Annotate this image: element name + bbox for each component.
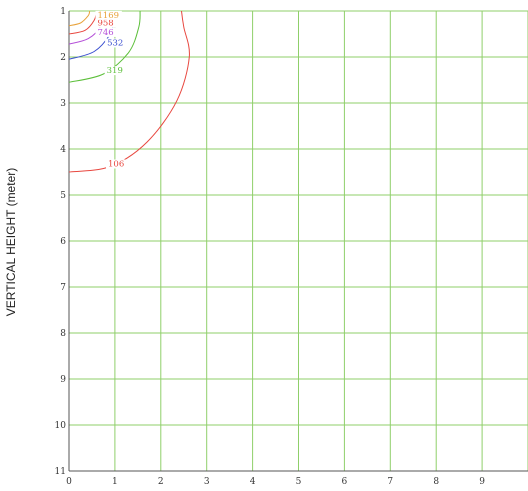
- contour-label-background: [95, 10, 122, 20]
- x-tick-label: 5: [296, 477, 302, 487]
- y-tick-label: 11: [55, 467, 66, 477]
- y-tick-label: 10: [55, 421, 67, 431]
- y-tick-label: 4: [60, 145, 66, 155]
- contour-label-background: [106, 159, 127, 169]
- x-tick-label: 1: [112, 477, 118, 487]
- y-tick-label: 2: [60, 53, 66, 63]
- grid: [68, 10, 528, 472]
- contour-label-background: [105, 38, 126, 48]
- contour-label-1169: 1169: [97, 11, 119, 21]
- x-tick-label: 2: [158, 477, 164, 487]
- x-tick-label: 6: [342, 477, 348, 487]
- contour-label-319: 319: [107, 66, 123, 76]
- y-tick-label: 6: [60, 237, 66, 247]
- y-axis-label: VERTICAL HEIGHT (meter): [4, 168, 18, 316]
- contour-label-background: [104, 66, 126, 76]
- contour-label-532: 532: [107, 39, 123, 49]
- contour-label-background: [95, 18, 117, 28]
- x-tick-label: 4: [250, 477, 256, 487]
- axes: [68, 11, 528, 472]
- x-tick-label: 3: [204, 477, 210, 487]
- y-tick-label: 5: [60, 191, 66, 201]
- y-tick-label: 9: [60, 375, 66, 385]
- y-tick-label: 7: [60, 283, 66, 293]
- x-tick-label: 9: [479, 477, 485, 487]
- contour-label-746: 746: [97, 28, 113, 38]
- contour-label-106: 106: [108, 159, 124, 169]
- x-tick-label: 0: [66, 477, 72, 487]
- y-tick-label: 8: [60, 329, 66, 339]
- contour-line-319: [68, 10, 141, 83]
- y-tick-label: 1: [60, 7, 66, 17]
- contour-label-958: 958: [97, 19, 113, 29]
- x-tick-label: 7: [387, 477, 393, 487]
- contour-line-1169: [68, 10, 91, 27]
- contour-label-background: [95, 27, 117, 37]
- y-tick-label: 3: [60, 99, 66, 109]
- x-tick-label: 8: [433, 477, 439, 487]
- tick-labels: 123456789101101234567891: [55, 7, 486, 487]
